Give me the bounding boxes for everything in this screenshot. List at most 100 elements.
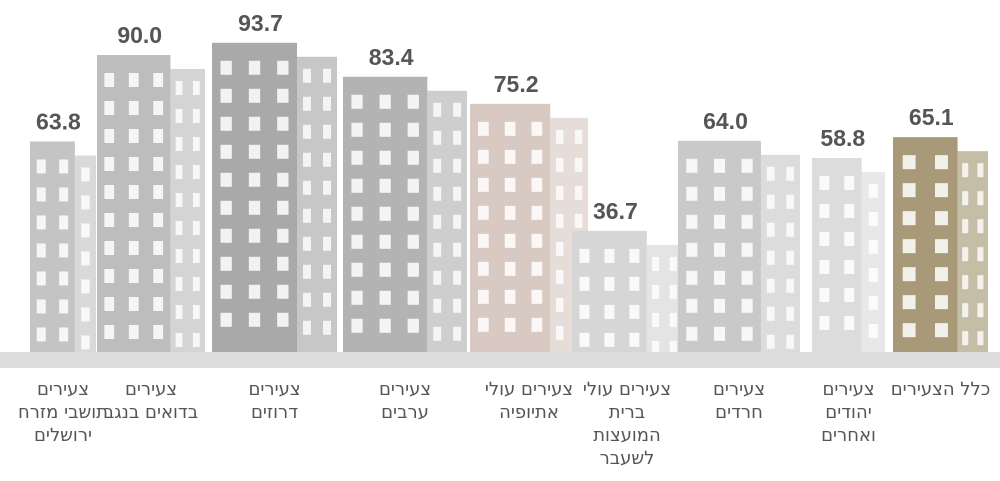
window [433,103,441,117]
window [556,242,564,256]
window [532,150,543,164]
window [532,318,543,332]
window [193,193,200,207]
window [686,187,697,201]
window [249,313,260,327]
window [869,296,878,310]
window [962,191,968,205]
window [505,262,516,276]
window [714,187,725,201]
window [977,303,983,317]
window [380,235,391,249]
window [323,181,331,195]
chart: 63.890.093.783.475.236.764.058.865.1 צעי… [0,0,1000,481]
window [869,184,878,198]
window [129,73,139,87]
window [408,179,419,193]
window [478,290,489,304]
window [351,151,362,165]
window [104,157,114,171]
window [977,331,983,345]
window [221,117,232,131]
window [59,299,68,313]
category-label: כלל הצעירים [891,378,991,401]
window [129,269,139,283]
window [193,249,200,263]
category-label: צעירים חרדים [689,378,789,424]
window [221,89,232,103]
window [380,151,391,165]
window [575,186,583,200]
window [786,279,794,293]
window [935,267,948,281]
window [453,299,461,313]
window [249,229,260,243]
window [977,163,983,177]
window [903,211,916,225]
window [323,153,331,167]
value-label: 75.2 [494,71,539,97]
window [714,243,725,257]
window [935,155,948,169]
window [59,215,68,229]
window [977,247,983,261]
window [686,215,697,229]
window [81,307,89,321]
window [277,61,288,75]
window [505,318,516,332]
window [903,267,916,281]
window [303,181,311,195]
window [819,176,829,190]
window [977,275,983,289]
window [249,201,260,215]
window [478,178,489,192]
window [819,288,829,302]
value-label: 64.0 [703,108,748,134]
window [453,327,461,341]
window [652,257,659,271]
window [249,117,260,131]
window [579,277,589,291]
window [556,158,564,172]
window [380,319,391,333]
window [742,243,753,257]
window [869,212,878,226]
window [37,215,46,229]
window [604,249,614,263]
window [81,167,89,181]
window [977,219,983,233]
window [59,243,68,257]
window [556,298,564,312]
window [742,271,753,285]
window [37,327,46,341]
window [844,316,854,330]
window [351,179,362,193]
window [575,158,583,172]
window [453,243,461,257]
window [277,89,288,103]
window [433,271,441,285]
value-label: 65.1 [909,104,954,130]
window [303,237,311,251]
window [193,81,200,95]
window [505,234,516,248]
window [869,240,878,254]
value-label: 58.8 [820,125,865,151]
window [408,123,419,137]
window [303,293,311,307]
window [129,157,139,171]
window [767,335,775,349]
window [221,145,232,159]
window [714,271,725,285]
window [303,209,311,223]
window [786,223,794,237]
window [176,137,183,151]
window [380,179,391,193]
window [579,249,589,263]
window [176,193,183,207]
window [153,213,163,227]
window [323,237,331,251]
window [249,61,260,75]
window [277,173,288,187]
window [129,241,139,255]
